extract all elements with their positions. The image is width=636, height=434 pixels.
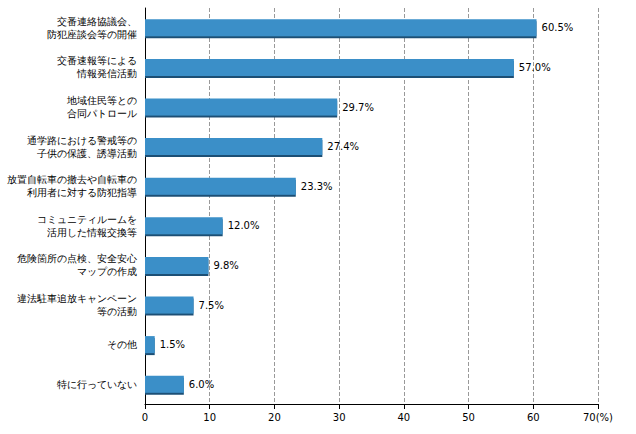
svg-text:30: 30 — [333, 412, 346, 423]
svg-text:地域住民等との: 地域住民等との — [66, 95, 137, 106]
svg-text:利用者に対する防犯指導: 利用者に対する防犯指導 — [27, 187, 137, 198]
svg-text:1.5%: 1.5% — [160, 339, 185, 350]
svg-text:6.0%: 6.0% — [189, 379, 214, 390]
svg-text:27.4%: 27.4% — [327, 141, 359, 152]
svg-text:その他: その他 — [107, 339, 137, 350]
svg-text:10: 10 — [203, 412, 216, 423]
svg-text:違法駐車追放キャンペーン: 違法駐車追放キャンペーン — [17, 293, 137, 304]
svg-text:交番速報等による: 交番速報等による — [57, 55, 137, 66]
svg-text:放置自転車の撤去や自転車の: 放置自転車の撤去や自転車の — [7, 174, 137, 185]
svg-text:70(%): 70(%) — [583, 412, 613, 423]
svg-text:40: 40 — [397, 412, 410, 423]
svg-text:マップの作成: マップの作成 — [77, 266, 137, 277]
svg-text:防犯座談会等の開催: 防犯座談会等の開催 — [47, 29, 137, 40]
svg-text:合同パトロール: 合同パトロール — [67, 108, 137, 119]
svg-text:交番連絡協議会、: 交番連絡協議会、 — [57, 16, 137, 27]
svg-text:12.0%: 12.0% — [228, 220, 260, 231]
svg-text:活用した情報交換等: 活用した情報交換等 — [47, 227, 137, 238]
svg-text:29.7%: 29.7% — [342, 102, 374, 113]
svg-text:等の活動: 等の活動 — [97, 306, 137, 317]
svg-text:60: 60 — [527, 412, 540, 423]
svg-text:9.8%: 9.8% — [213, 260, 238, 271]
svg-text:23.3%: 23.3% — [301, 181, 333, 192]
svg-text:危険箇所の点検、安全安心: 危険箇所の点検、安全安心 — [17, 253, 137, 264]
svg-text:7.5%: 7.5% — [199, 300, 224, 311]
svg-text:子供の保護、誘導活動: 子供の保護、誘導活動 — [37, 148, 137, 159]
svg-text:20: 20 — [268, 412, 281, 423]
svg-text:通学路における警戒等の: 通学路における警戒等の — [27, 135, 137, 146]
svg-text:60.5%: 60.5% — [542, 22, 574, 33]
svg-text:57.0%: 57.0% — [519, 62, 551, 73]
svg-text:特に行っていない: 特に行っていない — [57, 379, 137, 390]
svg-text:コミュニティルームを: コミュニティルームを — [37, 214, 137, 225]
svg-text:50: 50 — [462, 412, 475, 423]
svg-text:0: 0 — [142, 412, 148, 423]
svg-text:情報発信活動: 情報発信活動 — [76, 68, 137, 79]
